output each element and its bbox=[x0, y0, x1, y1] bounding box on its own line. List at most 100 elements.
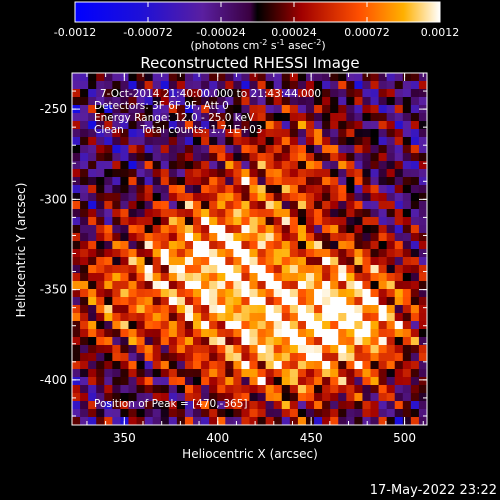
heatmap-cell bbox=[120, 217, 130, 226]
heatmap-cell bbox=[322, 281, 331, 290]
heatmap-cell bbox=[72, 169, 81, 178]
heatmap-cell bbox=[152, 241, 162, 250]
heatmap-cell bbox=[297, 97, 307, 106]
heatmap-cell bbox=[273, 417, 283, 425]
heatmap-cell bbox=[233, 193, 243, 202]
heatmap-cell bbox=[281, 353, 291, 362]
heatmap-cell bbox=[96, 241, 105, 250]
heatmap-cell bbox=[265, 129, 275, 138]
heatmap-cell bbox=[297, 201, 307, 210]
heatmap-cell bbox=[193, 385, 202, 394]
heatmap-cell bbox=[128, 177, 138, 186]
heatmap-cell bbox=[152, 329, 162, 338]
heatmap-cell bbox=[136, 113, 146, 122]
heatmap-cell bbox=[249, 169, 259, 178]
heatmap-cell bbox=[394, 153, 404, 162]
heatmap-cell bbox=[152, 313, 162, 322]
heatmap-cell bbox=[257, 337, 267, 346]
heatmap-cell bbox=[168, 281, 178, 290]
heatmap-cell bbox=[160, 401, 170, 410]
heatmap-cell bbox=[184, 209, 194, 218]
heatmap-cell bbox=[168, 137, 178, 146]
heatmap-cell bbox=[297, 345, 307, 354]
heatmap-cell bbox=[209, 409, 218, 418]
heatmap-cell bbox=[289, 321, 299, 330]
heatmap-cell bbox=[410, 265, 420, 274]
heatmap-cell bbox=[72, 257, 81, 266]
heatmap-cell bbox=[378, 377, 388, 386]
heatmap-cell bbox=[128, 361, 138, 370]
heatmap-cell bbox=[257, 329, 267, 338]
heatmap-cell bbox=[80, 265, 89, 274]
heatmap-cell bbox=[410, 105, 420, 114]
heatmap-cell bbox=[322, 353, 331, 362]
heatmap-cell bbox=[394, 177, 404, 186]
heatmap-cell bbox=[314, 361, 323, 370]
heatmap-cell bbox=[346, 249, 355, 258]
heatmap-cell bbox=[233, 281, 243, 290]
heatmap-cell bbox=[394, 257, 404, 266]
heatmap-cell bbox=[402, 329, 412, 338]
heatmap-cell bbox=[370, 121, 380, 130]
heatmap-cell bbox=[128, 241, 138, 250]
heatmap-cell bbox=[217, 193, 226, 202]
heatmap-cell bbox=[322, 361, 331, 370]
heatmap-cell bbox=[112, 265, 122, 274]
heatmap-cell bbox=[168, 345, 178, 354]
heatmap-cell bbox=[80, 89, 89, 98]
heatmap-cell bbox=[362, 289, 372, 298]
heatmap-cell bbox=[386, 113, 396, 122]
heatmap-cell bbox=[354, 369, 364, 378]
heatmap-cell bbox=[201, 185, 210, 194]
heatmap-cell bbox=[354, 153, 364, 162]
heatmap-cell bbox=[305, 225, 315, 234]
heatmap-cell bbox=[201, 97, 210, 106]
heatmap-cell bbox=[168, 201, 178, 210]
heatmap-cell bbox=[241, 257, 251, 266]
heatmap-cell bbox=[136, 233, 146, 242]
heatmap-cell bbox=[184, 89, 194, 98]
heatmap-cell bbox=[88, 209, 97, 218]
heatmap-cell bbox=[249, 185, 259, 194]
heatmap-cell bbox=[88, 297, 97, 306]
heatmap-cell bbox=[265, 169, 275, 178]
heatmap-cell bbox=[330, 153, 339, 162]
heatmap-cell bbox=[378, 369, 388, 378]
heatmap-cell bbox=[410, 185, 420, 194]
heatmap-cell bbox=[209, 369, 218, 378]
heatmap-cell bbox=[418, 225, 427, 234]
heatmap-cell bbox=[88, 249, 97, 258]
heatmap-cell bbox=[168, 217, 178, 226]
heatmap-cell bbox=[394, 417, 404, 425]
heatmap-cell bbox=[394, 89, 404, 98]
heatmap-cell bbox=[241, 345, 251, 354]
heatmap-cell bbox=[233, 145, 243, 154]
heatmap-cell bbox=[104, 225, 113, 234]
heatmap-cell bbox=[120, 209, 130, 218]
heatmap-cell bbox=[394, 249, 404, 258]
heatmap-cell bbox=[330, 233, 339, 242]
heatmap-cell bbox=[249, 145, 259, 154]
heatmap-cell bbox=[72, 81, 81, 90]
heatmap-cell bbox=[193, 113, 202, 122]
heatmap-cell bbox=[193, 273, 202, 282]
heatmap-cell bbox=[184, 409, 194, 418]
heatmap-cell bbox=[72, 233, 81, 242]
heatmap-cell bbox=[209, 313, 218, 322]
heatmap-cell bbox=[72, 249, 81, 258]
heatmap-cell bbox=[184, 281, 194, 290]
heatmap-cell bbox=[297, 337, 307, 346]
heatmap-cell bbox=[128, 129, 138, 138]
heatmap-cell bbox=[104, 161, 113, 170]
heatmap-cell bbox=[144, 129, 154, 138]
heatmap-cell bbox=[265, 209, 275, 218]
heatmap-cell bbox=[104, 153, 113, 162]
heatmap-cell bbox=[136, 321, 146, 330]
heatmap-cell bbox=[160, 361, 170, 370]
heatmap-cell bbox=[96, 137, 105, 146]
heatmap-cell bbox=[378, 385, 388, 394]
heatmap-cell bbox=[249, 97, 259, 106]
heatmap-cell bbox=[346, 217, 355, 226]
heatmap-cell bbox=[152, 97, 162, 106]
heatmap-cell bbox=[176, 105, 186, 114]
